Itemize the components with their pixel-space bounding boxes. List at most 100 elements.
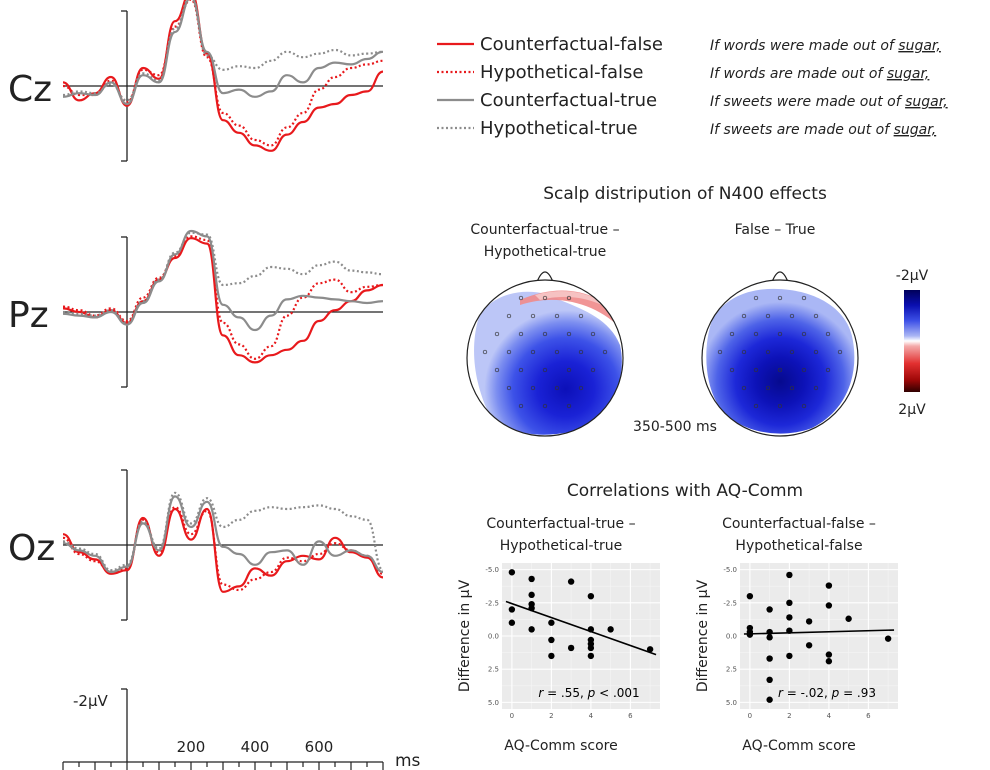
electrode-dot bbox=[753, 295, 759, 301]
electrode-dot bbox=[566, 403, 572, 409]
stat-p-symbol: p bbox=[831, 686, 840, 700]
voltage-scale-label: -2µV bbox=[73, 692, 108, 710]
data-point bbox=[786, 627, 793, 634]
data-point bbox=[786, 652, 793, 660]
data-point bbox=[845, 615, 852, 622]
electrode-dot bbox=[765, 349, 771, 355]
time-tick-label: 200 bbox=[177, 738, 206, 756]
electrode-dot bbox=[813, 313, 819, 319]
electrode-dot bbox=[717, 349, 723, 355]
electrode-dot bbox=[494, 331, 500, 337]
data-point bbox=[884, 635, 892, 642]
legend: Counterfactual-false If words were made o… bbox=[437, 34, 948, 139]
data-point bbox=[548, 652, 555, 660]
electrode-dot bbox=[578, 349, 584, 355]
electrode-dot bbox=[506, 385, 512, 391]
electrode-dot bbox=[741, 385, 747, 391]
legend-example: If words were made out of sugar, bbox=[710, 38, 941, 54]
y-tick-label: 0.0 bbox=[726, 633, 737, 641]
legend-example: If sweets are made out of sugar, bbox=[710, 122, 936, 138]
legend-label: Counterfactual-true bbox=[480, 90, 657, 111]
y-tick-label: -5.0 bbox=[723, 566, 737, 574]
scalp-map-1 bbox=[466, 271, 624, 437]
data-point bbox=[825, 651, 833, 658]
data-point bbox=[528, 604, 535, 612]
erp-series-pz-hypothetical-true bbox=[62, 231, 384, 324]
correlation-section: Correlations with AQ-Comm -5.0 -2.5 0.0 2.5… bbox=[457, 481, 898, 754]
y-axis-label: Difference in µV bbox=[457, 579, 473, 692]
electrode-dot bbox=[825, 367, 831, 373]
colorbar-bottom-label: 2µV bbox=[898, 402, 926, 418]
x-tick-label: 4 bbox=[589, 712, 594, 720]
electrode-markers bbox=[482, 295, 608, 409]
data-point bbox=[766, 634, 773, 641]
data-point bbox=[528, 626, 535, 633]
legend-example-keyword: sugar, bbox=[898, 38, 941, 54]
legend-example-text: If words were made out of bbox=[710, 38, 898, 54]
time-tick-label: 400 bbox=[241, 738, 270, 756]
electrode-dot bbox=[765, 313, 771, 319]
legend-example-keyword: sugar, bbox=[894, 122, 937, 138]
scatter-title-line1: Counterfactual-true – bbox=[486, 516, 635, 532]
data-point bbox=[786, 599, 793, 607]
electrode-dot bbox=[566, 295, 572, 301]
electrode-dot bbox=[554, 313, 560, 319]
electrode-dot bbox=[602, 349, 608, 355]
scatter-title-line2: Hypothetical-false bbox=[735, 538, 862, 554]
electrode-dot bbox=[518, 403, 524, 409]
x-tick-label: 0 bbox=[510, 712, 514, 720]
electrode-dot bbox=[753, 331, 759, 337]
erp-series-oz-hypothetical-true bbox=[62, 491, 384, 572]
electrode-dot bbox=[518, 295, 524, 301]
electrode-dot bbox=[801, 295, 807, 301]
erp-series-oz-counterfactual-false bbox=[62, 507, 384, 593]
electrode-dot bbox=[530, 385, 536, 391]
electrode-dot bbox=[753, 403, 759, 409]
electrode-dot bbox=[542, 295, 548, 301]
electrode-dot bbox=[518, 367, 524, 373]
legend-label: Hypothetical-true bbox=[480, 118, 638, 139]
electrode-dot bbox=[506, 313, 512, 319]
electrode-dot bbox=[590, 331, 596, 337]
electrode-dot bbox=[554, 385, 560, 391]
electrode-dot bbox=[729, 331, 735, 337]
y-tick-label: 5.0 bbox=[488, 699, 499, 707]
channel-label: Pz bbox=[8, 295, 49, 336]
electrode-dot bbox=[777, 403, 783, 409]
data-point bbox=[607, 626, 614, 633]
correlation-title: Correlations with AQ-Comm bbox=[567, 481, 803, 501]
electrode-dot bbox=[765, 385, 771, 391]
stat-p-value: = .93 bbox=[839, 686, 876, 700]
erp-series-cz-hypothetical-false bbox=[62, 0, 384, 147]
electrode-dot bbox=[554, 349, 560, 355]
y-tick-label: -2.5 bbox=[723, 599, 737, 607]
data-point bbox=[825, 602, 833, 609]
electrode-dot bbox=[578, 385, 584, 391]
stat-r-value: = -.02, bbox=[783, 686, 832, 700]
electrode-dot bbox=[494, 367, 500, 373]
electrode-dot bbox=[518, 331, 524, 337]
data-point bbox=[528, 591, 535, 599]
data-point bbox=[786, 614, 793, 621]
nose-shape bbox=[771, 271, 789, 283]
channel-label: Cz bbox=[8, 69, 52, 110]
data-point bbox=[567, 578, 575, 585]
electrode-dot bbox=[813, 385, 819, 391]
electrode-dot bbox=[542, 367, 548, 373]
y-tick-label: -5.0 bbox=[485, 566, 499, 574]
erp-waveform-panel: Cz Pz Oz -2µV 200 400 600 ms bbox=[8, 0, 421, 770]
erp-series-pz-hypothetical-false bbox=[62, 235, 384, 360]
y-tick-label: 5.0 bbox=[726, 699, 737, 707]
data-point bbox=[825, 658, 833, 665]
electrode-dot bbox=[729, 367, 735, 373]
x-tick-label: 4 bbox=[827, 712, 832, 720]
electrode-dot bbox=[801, 331, 807, 337]
electrode-dot bbox=[837, 349, 843, 355]
electrode-dot bbox=[789, 385, 795, 391]
electrode-markers bbox=[717, 295, 843, 409]
electrode-dot bbox=[801, 403, 807, 409]
data-point bbox=[766, 676, 773, 683]
electrode-dot bbox=[789, 313, 795, 319]
electrode-dot bbox=[777, 331, 783, 337]
